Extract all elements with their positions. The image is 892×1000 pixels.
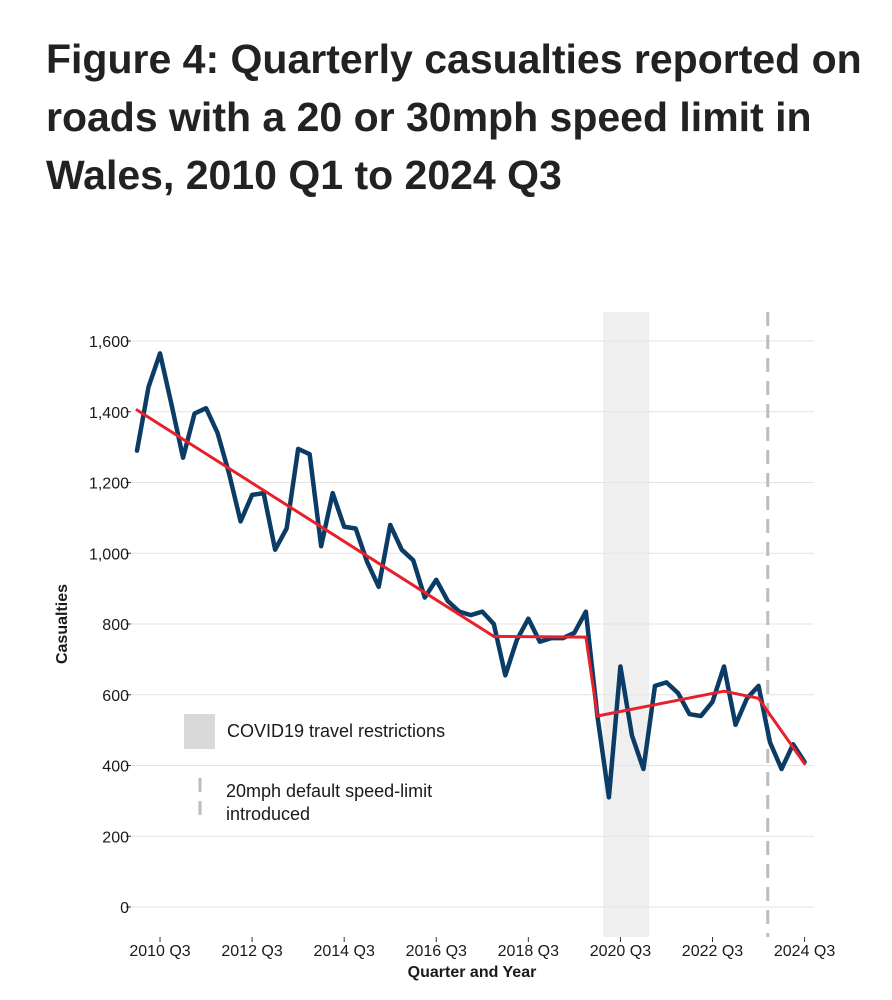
y-axis-label: Casualties xyxy=(54,584,71,664)
y-tick-label: 1,000 xyxy=(89,546,129,563)
data-point xyxy=(470,614,472,616)
trend-line-segment xyxy=(135,408,496,638)
data-point xyxy=(712,701,713,703)
data-point xyxy=(435,579,437,581)
data-point xyxy=(263,492,265,494)
x-tick-label: 2018 Q3 xyxy=(498,943,559,960)
data-point xyxy=(159,352,161,354)
data-point xyxy=(228,473,230,475)
data-point xyxy=(458,611,460,613)
x-tick-label: 2010 Q3 xyxy=(129,943,190,960)
data-point xyxy=(585,611,587,613)
data-point xyxy=(758,685,760,687)
trend-line-segment xyxy=(595,689,726,718)
data-point xyxy=(424,596,426,598)
data-point xyxy=(389,524,391,526)
trend-line-segment xyxy=(584,635,599,718)
data-point xyxy=(688,713,690,715)
data-point xyxy=(217,432,219,434)
data-point xyxy=(516,639,518,641)
data-point xyxy=(447,600,449,602)
y-axis: 0 200 400 600 800 1,000 1,200 1,400 1,600 xyxy=(89,334,131,917)
y-tick-label: 800 xyxy=(102,617,129,634)
data-point xyxy=(481,611,483,613)
y-tick-label: 400 xyxy=(102,759,129,776)
x-axis: 2010 Q3 2012 Q3 2014 Q3 2016 Q3 2018 Q3 2020 … xyxy=(129,937,835,960)
data-point xyxy=(746,697,748,699)
data-point xyxy=(332,492,334,494)
legend-covid-label: COVID19 travel restrictions xyxy=(227,721,445,741)
data-point xyxy=(251,494,253,496)
data-point xyxy=(136,450,138,452)
data-point xyxy=(355,527,357,529)
trend-line-segment xyxy=(722,689,761,700)
x-tick-label: 2012 Q3 xyxy=(221,943,282,960)
x-tick-label: 2016 Q3 xyxy=(406,943,467,960)
data-point xyxy=(148,386,150,388)
data-point xyxy=(608,796,610,798)
data-point xyxy=(378,586,380,588)
data-point xyxy=(286,527,288,529)
chart-title: Figure 4: Quarterly casualties reported … xyxy=(46,36,862,198)
x-axis-label: Quarter and Year xyxy=(408,964,537,981)
data-point xyxy=(619,665,621,667)
y-tick-label: 200 xyxy=(102,829,129,846)
y-tick-label: 1,200 xyxy=(89,476,129,493)
data-point xyxy=(665,681,667,683)
data-point xyxy=(297,448,299,450)
x-tick-label: 2024 Q3 xyxy=(774,943,835,960)
data-point xyxy=(309,453,311,455)
data-point xyxy=(504,674,506,676)
data-point xyxy=(493,623,495,625)
legend-speed-limit-label-line2: introduced xyxy=(226,804,310,824)
data-point xyxy=(573,632,575,634)
data-point xyxy=(527,618,529,620)
data-point xyxy=(401,549,403,551)
data-point xyxy=(723,665,725,667)
y-tick-label: 1,600 xyxy=(89,334,129,351)
data-point xyxy=(769,742,771,744)
legend: COVID19 travel restrictions 20mph defaul… xyxy=(184,714,445,824)
data-point xyxy=(781,768,783,770)
data-point xyxy=(194,413,196,415)
data-point xyxy=(539,641,541,643)
data-point xyxy=(654,685,656,687)
x-tick-label: 2020 Q3 xyxy=(590,943,651,960)
trend-line-segment xyxy=(757,696,807,766)
data-point xyxy=(274,549,276,551)
y-tick-label: 1,400 xyxy=(89,405,129,422)
x-tick-label: 2014 Q3 xyxy=(313,943,374,960)
series-layer xyxy=(134,351,807,800)
y-tick-label: 600 xyxy=(102,688,129,705)
data-point xyxy=(240,520,242,522)
legend-speed-limit-label-line1: 20mph default speed-limit xyxy=(226,781,432,801)
x-tick-label: 2022 Q3 xyxy=(682,943,743,960)
data-point xyxy=(735,724,737,726)
data-point xyxy=(171,404,173,406)
data-point xyxy=(642,768,644,770)
data-point xyxy=(677,692,679,694)
data-point xyxy=(320,545,322,547)
data-point xyxy=(700,715,702,717)
data-point xyxy=(631,734,633,736)
legend-covid-swatch xyxy=(184,714,215,749)
trend-line-segment xyxy=(492,634,588,639)
data-point xyxy=(366,561,368,563)
data-point xyxy=(182,457,184,459)
y-tick-label: 0 xyxy=(120,900,129,917)
data-point xyxy=(343,526,345,528)
data-point xyxy=(205,407,207,409)
data-point xyxy=(412,559,414,561)
